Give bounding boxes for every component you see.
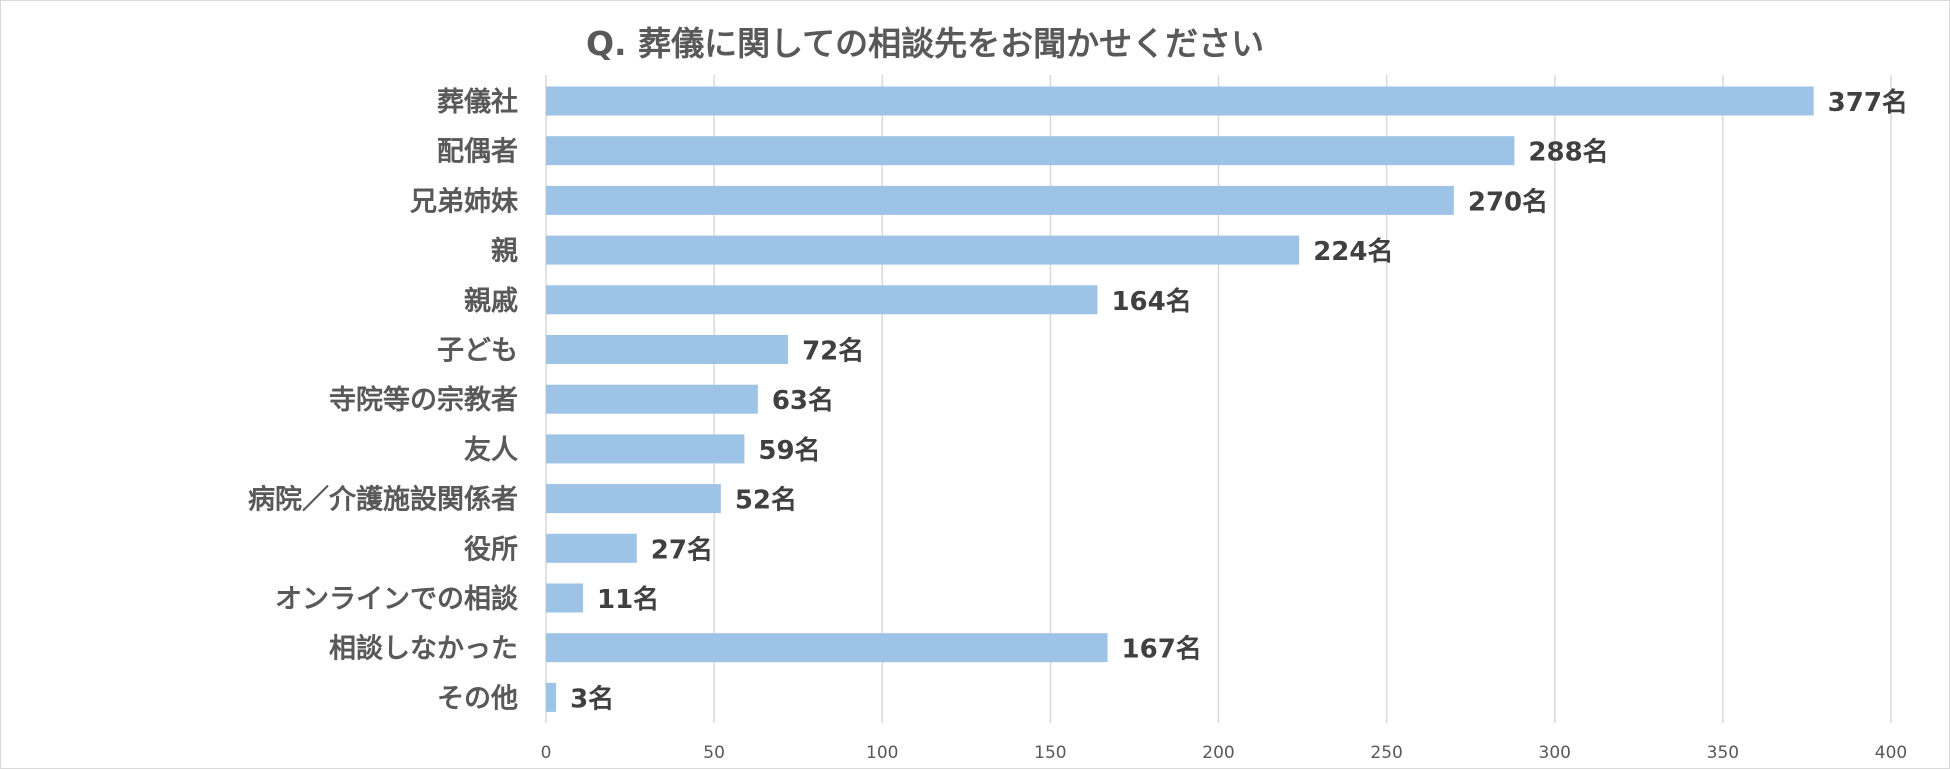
- category-labels: 葬儀社配偶者兄弟姉妹親親戚子ども寺院等の宗教者友人病院／介護施設関係者役所オンラ…: [248, 86, 519, 714]
- bar: [546, 434, 745, 464]
- x-tick-label: 200: [1202, 743, 1234, 763]
- x-tick-label: 400: [1875, 743, 1907, 763]
- x-tick-label: 0: [541, 743, 552, 763]
- category-label: 配偶者: [437, 137, 518, 168]
- x-tick-label: 150: [1034, 743, 1066, 763]
- x-tick-label: 100: [866, 743, 898, 763]
- data-label: 27名: [651, 534, 713, 565]
- category-label: オンラインでの相談: [275, 583, 519, 615]
- category-label: 友人: [464, 435, 518, 466]
- category-label: 相談しなかった: [329, 633, 518, 665]
- data-label: 63名: [772, 385, 834, 416]
- bar: [546, 86, 1814, 116]
- category-label: 病院／介護施設関係者: [248, 484, 518, 516]
- x-tick-label: 250: [1370, 743, 1402, 763]
- category-label: 兄弟姉妹: [409, 186, 518, 217]
- category-label: 子ども: [437, 336, 518, 367]
- data-label: 167名: [1122, 634, 1202, 665]
- bar: [546, 633, 1108, 663]
- data-labels: 377名 288名 270名 224名 164名 72名 63名 59名 52名 27名 11名 16…: [570, 87, 1908, 714]
- data-label: 270名: [1468, 186, 1548, 217]
- x-tick-label: 300: [1539, 743, 1571, 763]
- gridlines: [545, 75, 1892, 723]
- data-label: 224名: [1313, 236, 1393, 267]
- data-label: 52名: [735, 485, 797, 516]
- bar: [546, 285, 1098, 315]
- bar: [546, 384, 758, 414]
- data-label: 3名: [570, 683, 614, 714]
- x-tick-label: 350: [1707, 743, 1739, 763]
- data-label: 288名: [1528, 137, 1608, 168]
- category-label: その他: [437, 683, 518, 714]
- x-tick-label: 50: [703, 743, 725, 763]
- data-label: 72名: [802, 336, 864, 367]
- bar: [546, 136, 1515, 166]
- bar: [546, 533, 637, 563]
- bar: [546, 682, 557, 712]
- category-label: 役所: [464, 534, 518, 565]
- bars: [546, 86, 1814, 712]
- data-label: 377名: [1828, 87, 1908, 118]
- category-label: 寺院等の宗教者: [329, 384, 518, 416]
- category-label: 親戚: [464, 286, 518, 317]
- bar: [546, 335, 789, 364]
- bar: [546, 484, 721, 514]
- category-label: 葬儀社: [437, 86, 518, 118]
- category-label: 親: [491, 236, 518, 267]
- chart-title: Q. 葬儀に関しての相談先をお聞かせください: [586, 24, 1264, 63]
- x-axis-ticks: 0 50 100 150 200 250 300 350 400: [541, 743, 1908, 763]
- data-label: 59名: [758, 435, 820, 466]
- bar: [546, 185, 1454, 215]
- bar: [546, 235, 1300, 265]
- data-label: 164名: [1111, 286, 1191, 317]
- bar: [546, 583, 583, 613]
- data-label: 11名: [597, 584, 659, 615]
